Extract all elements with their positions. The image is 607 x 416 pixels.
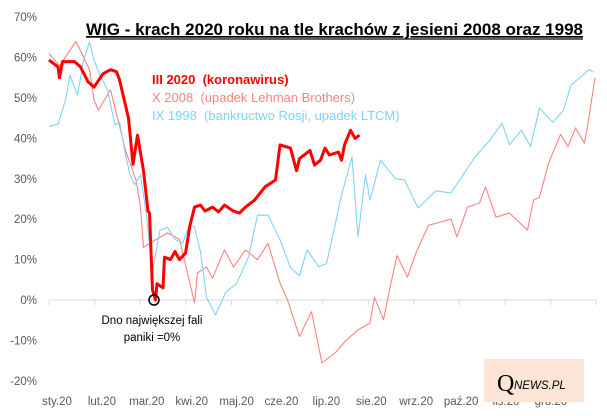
y-tick-label: 10% [14, 255, 37, 267]
legend-2008: X 2008 (upadek Lehman Brothers) [152, 90, 355, 105]
logo-text: NEWS.PL [514, 380, 566, 392]
annotation-bottom: Dno największej fali paniki =0% [102, 294, 203, 344]
y-tick-label: -10% [10, 335, 37, 347]
annotation-line2: paniki =0% [124, 332, 181, 344]
logo-q: Q [497, 371, 514, 397]
y-tick-label: 30% [14, 174, 37, 186]
x-tick-label: sty.20 [42, 396, 72, 408]
annotation-circle [148, 294, 160, 306]
legend-1998: IX 1998 (bankructwo Rosji, upadek LTCM) [152, 108, 400, 123]
series-line-2 [48, 41, 594, 316]
x-tick-label: lut.20 [88, 396, 116, 408]
x-tick-label: paź.20 [444, 396, 479, 408]
x-tick-label: lip.20 [313, 396, 341, 408]
series-line-0 [48, 58, 361, 302]
series-line-1 [48, 40, 596, 364]
chart-title: WIG - krach 2020 roku na tle krachów z j… [86, 20, 583, 39]
y-tick-label: -20% [10, 376, 37, 388]
x-tick-label: mar.20 [129, 396, 164, 408]
x-tick-label: wrz.20 [398, 396, 433, 408]
y-tick-label: 40% [14, 133, 37, 145]
x-tick-label: kwi.20 [175, 396, 208, 408]
y-tick-label: 60% [14, 53, 37, 65]
y-tick-label: 50% [14, 93, 37, 105]
x-tick-label: cze.20 [265, 396, 299, 408]
legend: III 2020 (koronawirus) X 2008 (upadek Le… [152, 72, 400, 123]
x-tick-label: sie.20 [356, 396, 387, 408]
x-axis: sty.20 lut.20 mar.20 kwi.20 maj.20 cze.20 lip.… [42, 299, 597, 408]
x-tick-label: maj.20 [219, 396, 254, 408]
qnews-logo: Q NEWS.PL [484, 359, 584, 402]
y-tick-label: 0% [20, 295, 37, 307]
y-tick-label: 20% [14, 214, 37, 226]
y-axis: 70% 60% 50% 40% 30% 20% 10% 0% -10% -20% [10, 12, 37, 388]
legend-2020: III 2020 (koronawirus) [152, 72, 289, 87]
annotation-line1: Dno największej fali [102, 315, 203, 327]
series-lines [48, 40, 596, 364]
y-tick-label: 70% [14, 12, 37, 24]
logo-background [484, 359, 584, 402]
